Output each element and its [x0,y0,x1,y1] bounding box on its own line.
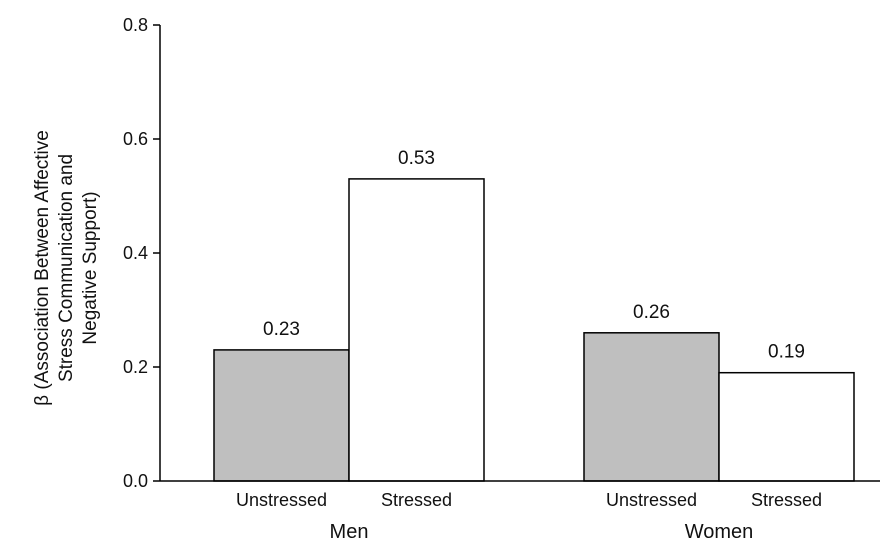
y-tick-label: 0.4 [123,243,148,263]
labels-layer: 0.23 Unstressed 0.53 Stressed Men 0.26 Unstres… [236,148,822,543]
x-tick-label: Unstressed [606,490,697,510]
y-axis-title-line-3: Negative Support) [80,191,101,344]
bar-value-label: 0.26 [633,302,670,323]
x-tick-label: Stressed [381,490,452,510]
y-tick-label: 0.2 [123,357,148,377]
y-axis-title-line-2: Stress Communication and [56,154,77,382]
y-axis-title-line-1: β (Association Between Affective [32,130,53,406]
y-axis-title: β (Association Between Affective Stress … [32,130,101,406]
x-group-label: Men [330,521,369,543]
x-group-label: Women [685,521,754,543]
bar-value-label: 0.23 [263,319,300,340]
bar-value-label: 0.19 [768,342,805,363]
y-tick-label: 0.8 [123,15,148,35]
bar-women-stressed [718,371,855,482]
x-tick-label: Stressed [751,490,822,510]
bar-men-unstressed [213,349,350,482]
bar-men-stressed [348,178,485,482]
y-tick-label: 0.6 [123,129,148,149]
bar-women-unstressed [583,332,720,482]
y-tick-label: 0.0 [123,471,148,491]
bars-layer [213,178,855,482]
y-axis-ticks: 0.0 0.2 0.4 0.6 0.8 [123,15,160,491]
bar-value-label: 0.53 [398,148,435,169]
x-tick-label: Unstressed [236,490,327,510]
